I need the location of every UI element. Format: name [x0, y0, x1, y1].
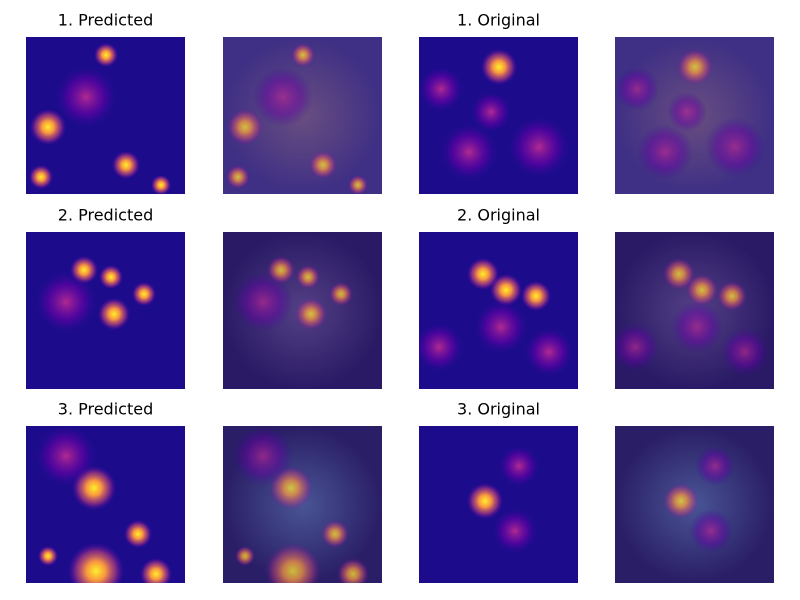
hotspot: [615, 323, 659, 371]
panel-title: 3. Original: [457, 400, 540, 419]
hotspot: [499, 446, 539, 486]
hotspot: [663, 483, 699, 519]
image-content: [419, 232, 578, 389]
panel-title: 1. Predicted: [58, 11, 153, 30]
hotspot: [38, 546, 58, 566]
hotspot: [467, 483, 503, 519]
heatmap: [419, 232, 578, 389]
hotspot: [321, 520, 349, 548]
hotspot: [721, 328, 769, 376]
hotspot: [686, 274, 718, 306]
hotspot: [30, 109, 66, 145]
heatmap: [26, 426, 185, 583]
hotspot: [525, 328, 573, 376]
hotspot: [695, 446, 735, 486]
hotspot: [705, 117, 765, 177]
hotspot: [471, 92, 511, 132]
hotspot: [329, 282, 353, 306]
hotspot: [419, 67, 463, 111]
hotspot: [291, 43, 315, 67]
hotspot: [490, 274, 522, 306]
image-content: [615, 426, 774, 583]
hotspot: [140, 558, 172, 583]
hotspot: [265, 543, 321, 583]
hotspot: [441, 124, 497, 180]
panel-title: 2. Predicted: [58, 206, 153, 225]
hotspot: [295, 298, 327, 330]
hotspot: [36, 272, 96, 332]
hotspot: [233, 426, 293, 486]
heatmap: [419, 37, 578, 194]
hotspot: [493, 509, 537, 553]
hotspot: [615, 67, 659, 111]
hotspot: [112, 151, 140, 179]
panel-title: 3. Predicted: [58, 400, 153, 419]
hotspot: [677, 49, 713, 85]
hotspot: [99, 265, 123, 289]
hotspot: [475, 301, 527, 353]
hotspot: [296, 265, 320, 289]
hotspot: [253, 67, 313, 127]
hotspot: [226, 165, 250, 189]
hotspot: [671, 301, 723, 353]
panel-title: 2. Original: [457, 206, 540, 225]
overlay-image: [615, 232, 774, 389]
hotspot: [132, 282, 156, 306]
image-content: [26, 232, 185, 389]
overlay-image: [223, 232, 382, 389]
heatmap: [26, 232, 185, 389]
hotspot: [29, 165, 53, 189]
image-content: [26, 37, 185, 194]
heatmap: [26, 37, 185, 194]
hotspot: [637, 124, 693, 180]
hotspot: [717, 281, 747, 311]
hotspot: [337, 558, 369, 583]
hotspot: [663, 258, 695, 290]
hotspot: [348, 175, 368, 194]
hotspot: [467, 258, 499, 290]
hotspot: [94, 43, 118, 67]
overlay-image: [223, 37, 382, 194]
hotspot: [309, 151, 337, 179]
hotspot: [36, 426, 96, 486]
hotspot: [68, 543, 124, 583]
image-content: [223, 426, 382, 583]
heatmap: [419, 426, 578, 583]
image-content: [223, 232, 382, 389]
image-content: [615, 37, 774, 194]
hotspot: [521, 281, 551, 311]
hotspot: [151, 175, 171, 194]
hotspot: [419, 323, 463, 371]
hotspot: [235, 546, 255, 566]
overlay-image: [223, 426, 382, 583]
image-content: [223, 37, 382, 194]
image-content: [419, 426, 578, 583]
image-content: [419, 37, 578, 194]
panel-title: 1. Original: [457, 11, 540, 30]
image-content: [26, 426, 185, 583]
hotspot: [56, 67, 116, 127]
image-content: [615, 232, 774, 389]
hotspot: [509, 117, 569, 177]
hotspot: [481, 49, 517, 85]
hotspot: [227, 109, 263, 145]
hotspot: [124, 520, 152, 548]
overlay-image: [615, 426, 774, 583]
hotspot: [233, 272, 293, 332]
overlay-image: [615, 37, 774, 194]
hotspot: [689, 509, 733, 553]
hotspot: [667, 92, 707, 132]
hotspot: [98, 298, 130, 330]
